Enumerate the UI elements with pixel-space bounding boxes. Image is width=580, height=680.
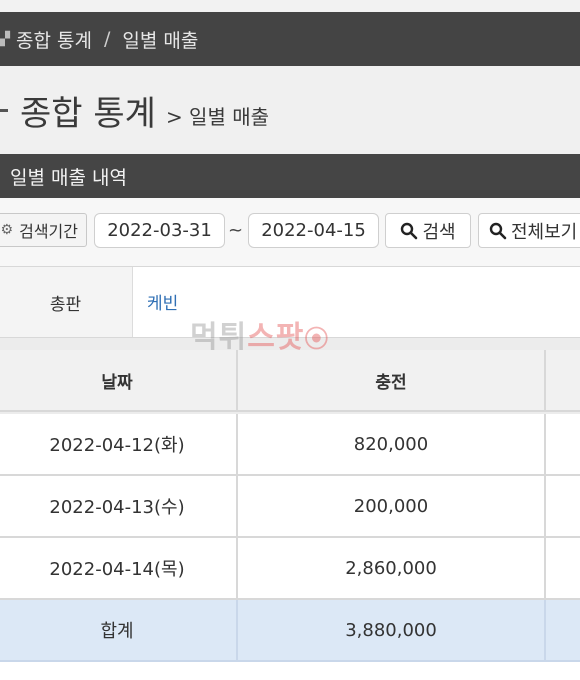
date-cell: 2022-04-14(목) [0, 538, 238, 600]
charge-cell: 820,000 [238, 414, 546, 476]
charge-cell: 200,000 [238, 476, 546, 538]
distributor-link[interactable]: 케빈 [147, 294, 179, 314]
search-period-label: ⚙ 검색기간 [0, 213, 87, 247]
table-row: 2022-04-12(화) 820,000 [0, 414, 580, 476]
view-all-button-label: 전체보기 [511, 221, 578, 243]
table-row: 2022-04-14(목) 2,860,000 [0, 538, 580, 600]
table-header-row: 날짜 충전 [0, 350, 580, 412]
watermark-logo: 먹튀스팟⦿ [190, 312, 329, 356]
search-button-label: 검색 [422, 221, 456, 243]
title-bullet-icon [0, 108, 8, 112]
extra-cell [546, 476, 580, 538]
section-header: 일별 매출 내역 [0, 154, 580, 198]
view-all-button[interactable]: 전체보기 [478, 213, 580, 248]
watermark-part2: 스팟 [247, 320, 305, 355]
total-charge: 3,880,000 [238, 600, 546, 662]
search-bar: ⚙ 검색기간 2022-03-31 ~ 2022-04-15 검색 전체보기 [0, 198, 580, 266]
date-cell: 2022-04-13(수) [0, 476, 238, 538]
search-icon [401, 222, 418, 239]
gear-icon: ⚙ [0, 222, 14, 238]
date-range-separator: ~ [228, 220, 244, 241]
top-strip [0, 0, 580, 12]
start-date-input[interactable]: 2022-03-31 [94, 213, 225, 248]
total-label: 합계 [0, 600, 238, 662]
total-row: 합계 3,880,000 [0, 600, 580, 662]
breadcrumb-icon: ▞ [0, 31, 10, 47]
bottom-strip [0, 662, 580, 680]
breadcrumb-separator: / [103, 28, 111, 50]
distributor-label: 총판 [0, 267, 133, 337]
search-icon [489, 222, 507, 239]
breadcrumb-current: 일별 매출 [122, 29, 199, 52]
search-period-text: 검색기간 [19, 222, 78, 241]
breadcrumb: ▞ 종합 통계 / 일별 매출 [0, 12, 580, 66]
total-extra [546, 600, 580, 662]
watermark-part1: 먹튀 [190, 320, 248, 355]
date-cell: 2022-04-12(화) [0, 414, 238, 476]
column-header-date: 날짜 [0, 350, 238, 412]
page-title-bar: 종합 통계 > 일별 매출 [0, 66, 580, 154]
end-date-input[interactable]: 2022-04-15 [248, 213, 379, 248]
column-header-extra [546, 350, 580, 412]
column-header-charge: 충전 [238, 350, 546, 412]
filter-box: 총판 케빈 [0, 266, 580, 338]
extra-cell [546, 414, 580, 476]
breadcrumb-root[interactable]: 종합 통계 [16, 29, 92, 52]
table-row: 2022-04-13(수) 200,000 [0, 476, 580, 538]
section-title: 일별 매출 내역 [10, 166, 127, 189]
page-subtitle: > 일별 매출 [165, 104, 270, 129]
page-title: 종합 통계 [20, 93, 156, 134]
extra-cell [546, 538, 580, 600]
location-pin-icon: ⦿ [304, 325, 330, 353]
search-button[interactable]: 검색 [385, 213, 471, 248]
charge-cell: 2,860,000 [238, 538, 546, 600]
